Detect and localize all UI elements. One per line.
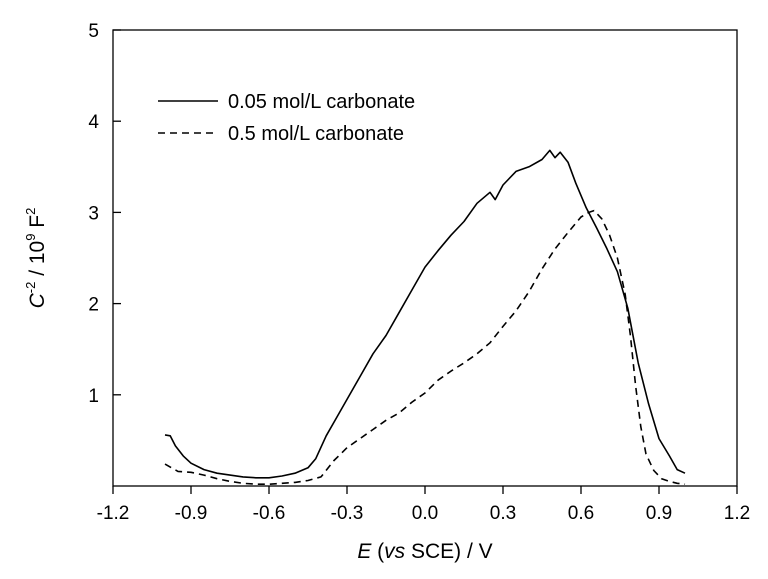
y-tick-label: 3 xyxy=(88,203,99,224)
plot-frame xyxy=(112,29,738,487)
series-line-solid xyxy=(164,149,686,479)
y-ticks: 1 2 3 4 5 xyxy=(88,21,121,407)
y-tick-label: 1 xyxy=(88,386,99,407)
x-tick-label: 0.9 xyxy=(646,503,672,524)
x-tick-label: 0.3 xyxy=(490,503,516,524)
x-tick-label: -0.3 xyxy=(331,503,364,524)
x-axis-title: E (vs SCE) / V xyxy=(357,540,492,563)
x-tick-label: -0.9 xyxy=(175,503,208,524)
y-axis-title: C-2 / 109 F2 xyxy=(23,208,49,309)
legend-label-0: 0.05 mol/L carbonate xyxy=(228,91,415,113)
x-tick-label: 0.0 xyxy=(412,503,438,524)
x-tick-label: 0.6 xyxy=(568,503,594,524)
series-line-dashed xyxy=(164,209,686,486)
x-tick-label: -1.2 xyxy=(97,503,130,524)
series-layer xyxy=(164,149,686,486)
legend-label-1: 0.5 mol/L carbonate xyxy=(228,123,404,145)
x-ticks: -1.2 -0.9 -0.6 -0.3 0.0 0.3 0.6 0.9 1.2 xyxy=(97,486,750,524)
x-tick-label: -0.6 xyxy=(253,503,286,524)
x-tick-label: 1.2 xyxy=(724,503,750,524)
y-tick-label: 5 xyxy=(88,21,99,42)
y-tick-label: 4 xyxy=(88,112,99,133)
y-tick-label: 2 xyxy=(88,295,99,316)
legend: 0.05 mol/L carbonate 0.5 mol/L carbonate xyxy=(158,91,415,145)
